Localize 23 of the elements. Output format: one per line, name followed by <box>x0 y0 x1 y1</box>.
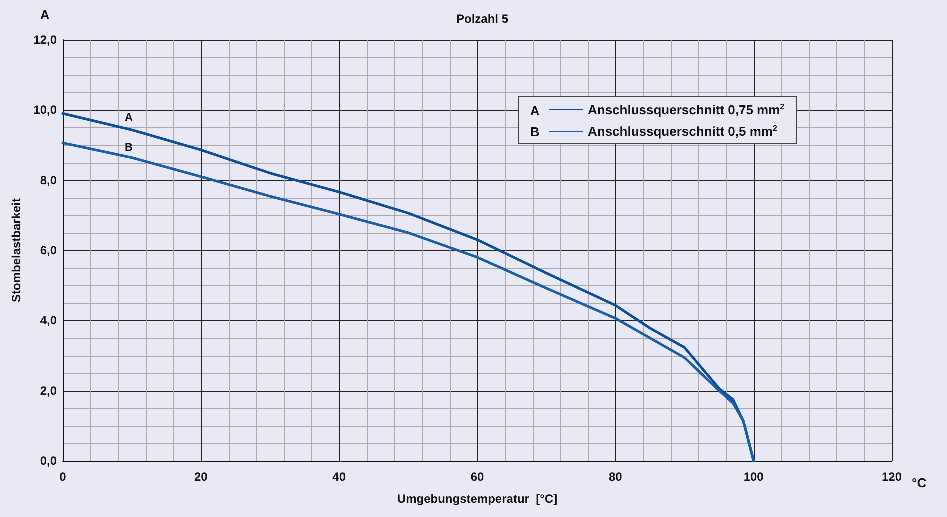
annotation: A <box>125 112 133 124</box>
x-tick-label: 0 <box>60 470 67 484</box>
text: B <box>530 124 540 140</box>
chart-title: Polzahl 5 <box>456 12 509 26</box>
x-tick-label: 100 <box>744 470 764 484</box>
x-tick-label: 120 <box>882 470 902 484</box>
y-tick-label: 10,0 <box>34 103 58 118</box>
text: A <box>40 8 50 22</box>
y-tick-label: 6,0 <box>40 244 58 258</box>
y-tick-label: 12,0 <box>34 33 58 47</box>
y-tick-label: 4,0 <box>40 314 58 328</box>
y-tick-label: 8,0 <box>40 173 58 188</box>
y-axis-title: Stombelastbarkeit <box>10 198 24 303</box>
text: °C <box>912 476 928 490</box>
y-tick-label: 0,0 <box>40 454 58 468</box>
x-tick-label: 80 <box>608 470 623 484</box>
y-tick-label: 2,0 <box>40 384 58 398</box>
x-tick-label: 60 <box>470 470 484 484</box>
text: A <box>530 104 540 118</box>
x-tick-label: 20 <box>194 470 208 484</box>
annotation: B <box>125 142 133 154</box>
x-axis-title: Umgebungstemperatur [°C] <box>397 492 558 506</box>
x-tick-label: 40 <box>332 470 346 484</box>
